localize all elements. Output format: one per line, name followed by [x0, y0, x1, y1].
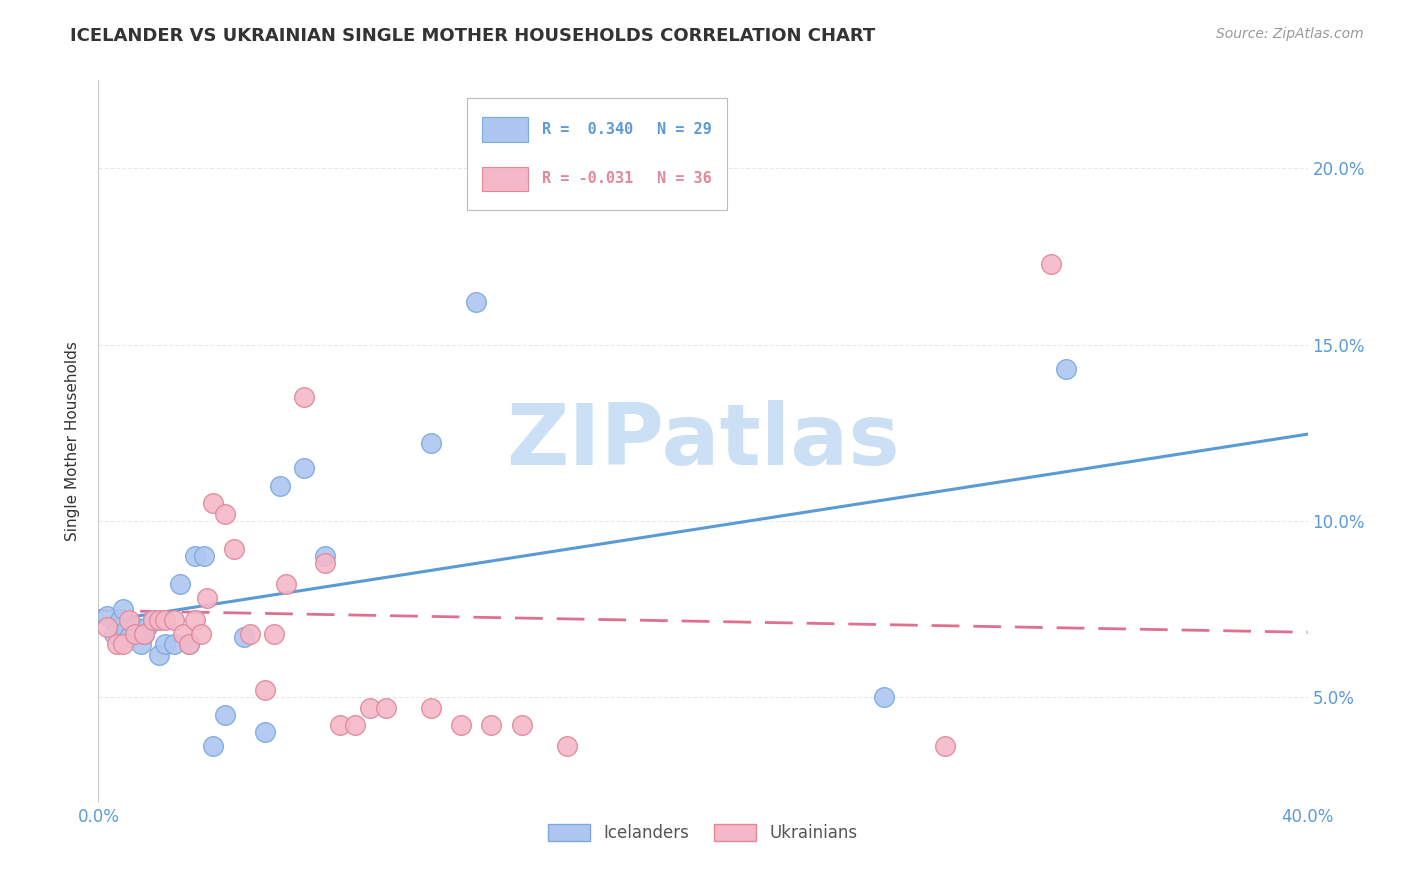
Text: N = 36: N = 36 — [657, 171, 711, 186]
Point — [374, 700, 396, 714]
Point — [103, 626, 125, 640]
Point — [661, 126, 683, 140]
Point — [314, 556, 336, 570]
Point — [172, 626, 194, 640]
Point — [224, 542, 246, 557]
Point — [481, 718, 503, 732]
Point — [269, 478, 291, 492]
Point — [124, 619, 146, 633]
FancyBboxPatch shape — [482, 118, 527, 142]
Point — [118, 630, 141, 644]
Text: ZIPatlas: ZIPatlas — [506, 400, 900, 483]
Text: R = -0.031: R = -0.031 — [543, 171, 634, 186]
Point — [118, 613, 141, 627]
Point — [555, 739, 578, 754]
Point — [114, 623, 136, 637]
Point — [142, 613, 165, 627]
Point — [253, 683, 276, 698]
Point — [292, 391, 315, 405]
Point — [420, 436, 443, 450]
Point — [129, 637, 152, 651]
Point — [314, 549, 336, 563]
Point — [344, 718, 367, 732]
Point — [184, 613, 207, 627]
Y-axis label: Single Mother Households: Single Mother Households — [65, 342, 80, 541]
Point — [96, 619, 118, 633]
Point — [420, 700, 443, 714]
Point — [179, 637, 201, 651]
Point — [465, 295, 488, 310]
Point — [193, 549, 215, 563]
Point — [195, 591, 218, 606]
Point — [873, 690, 896, 704]
Point — [163, 637, 186, 651]
Point — [111, 602, 134, 616]
FancyBboxPatch shape — [467, 98, 727, 211]
Point — [202, 739, 225, 754]
Point — [108, 613, 131, 627]
Text: ICELANDER VS UKRAINIAN SINGLE MOTHER HOUSEHOLDS CORRELATION CHART: ICELANDER VS UKRAINIAN SINGLE MOTHER HOU… — [70, 27, 876, 45]
Point — [190, 626, 212, 640]
Point — [360, 700, 382, 714]
Point — [111, 637, 134, 651]
Point — [239, 626, 262, 640]
Point — [153, 637, 176, 651]
Point — [184, 549, 207, 563]
Point — [105, 637, 128, 651]
Point — [450, 718, 472, 732]
Point — [214, 707, 236, 722]
Point — [232, 630, 254, 644]
Point — [163, 613, 186, 627]
Point — [274, 577, 297, 591]
Point — [132, 626, 155, 640]
Point — [148, 648, 170, 662]
Point — [1054, 362, 1077, 376]
Point — [1039, 256, 1062, 270]
Point — [124, 626, 146, 640]
Point — [132, 626, 155, 640]
Point — [169, 577, 191, 591]
Point — [148, 613, 170, 627]
Point — [179, 637, 201, 651]
Point — [934, 739, 956, 754]
Point — [135, 619, 157, 633]
Point — [292, 461, 315, 475]
Text: R =  0.340: R = 0.340 — [543, 122, 634, 137]
Point — [96, 609, 118, 624]
Point — [253, 725, 276, 739]
Legend: Icelanders, Ukrainians: Icelanders, Ukrainians — [541, 817, 865, 848]
Point — [214, 507, 236, 521]
Text: Source: ZipAtlas.com: Source: ZipAtlas.com — [1216, 27, 1364, 41]
Point — [263, 626, 285, 640]
Point — [142, 613, 165, 627]
FancyBboxPatch shape — [482, 167, 527, 191]
Point — [202, 496, 225, 510]
Point — [329, 718, 352, 732]
Text: N = 29: N = 29 — [657, 122, 711, 137]
Point — [153, 613, 176, 627]
Point — [510, 718, 533, 732]
